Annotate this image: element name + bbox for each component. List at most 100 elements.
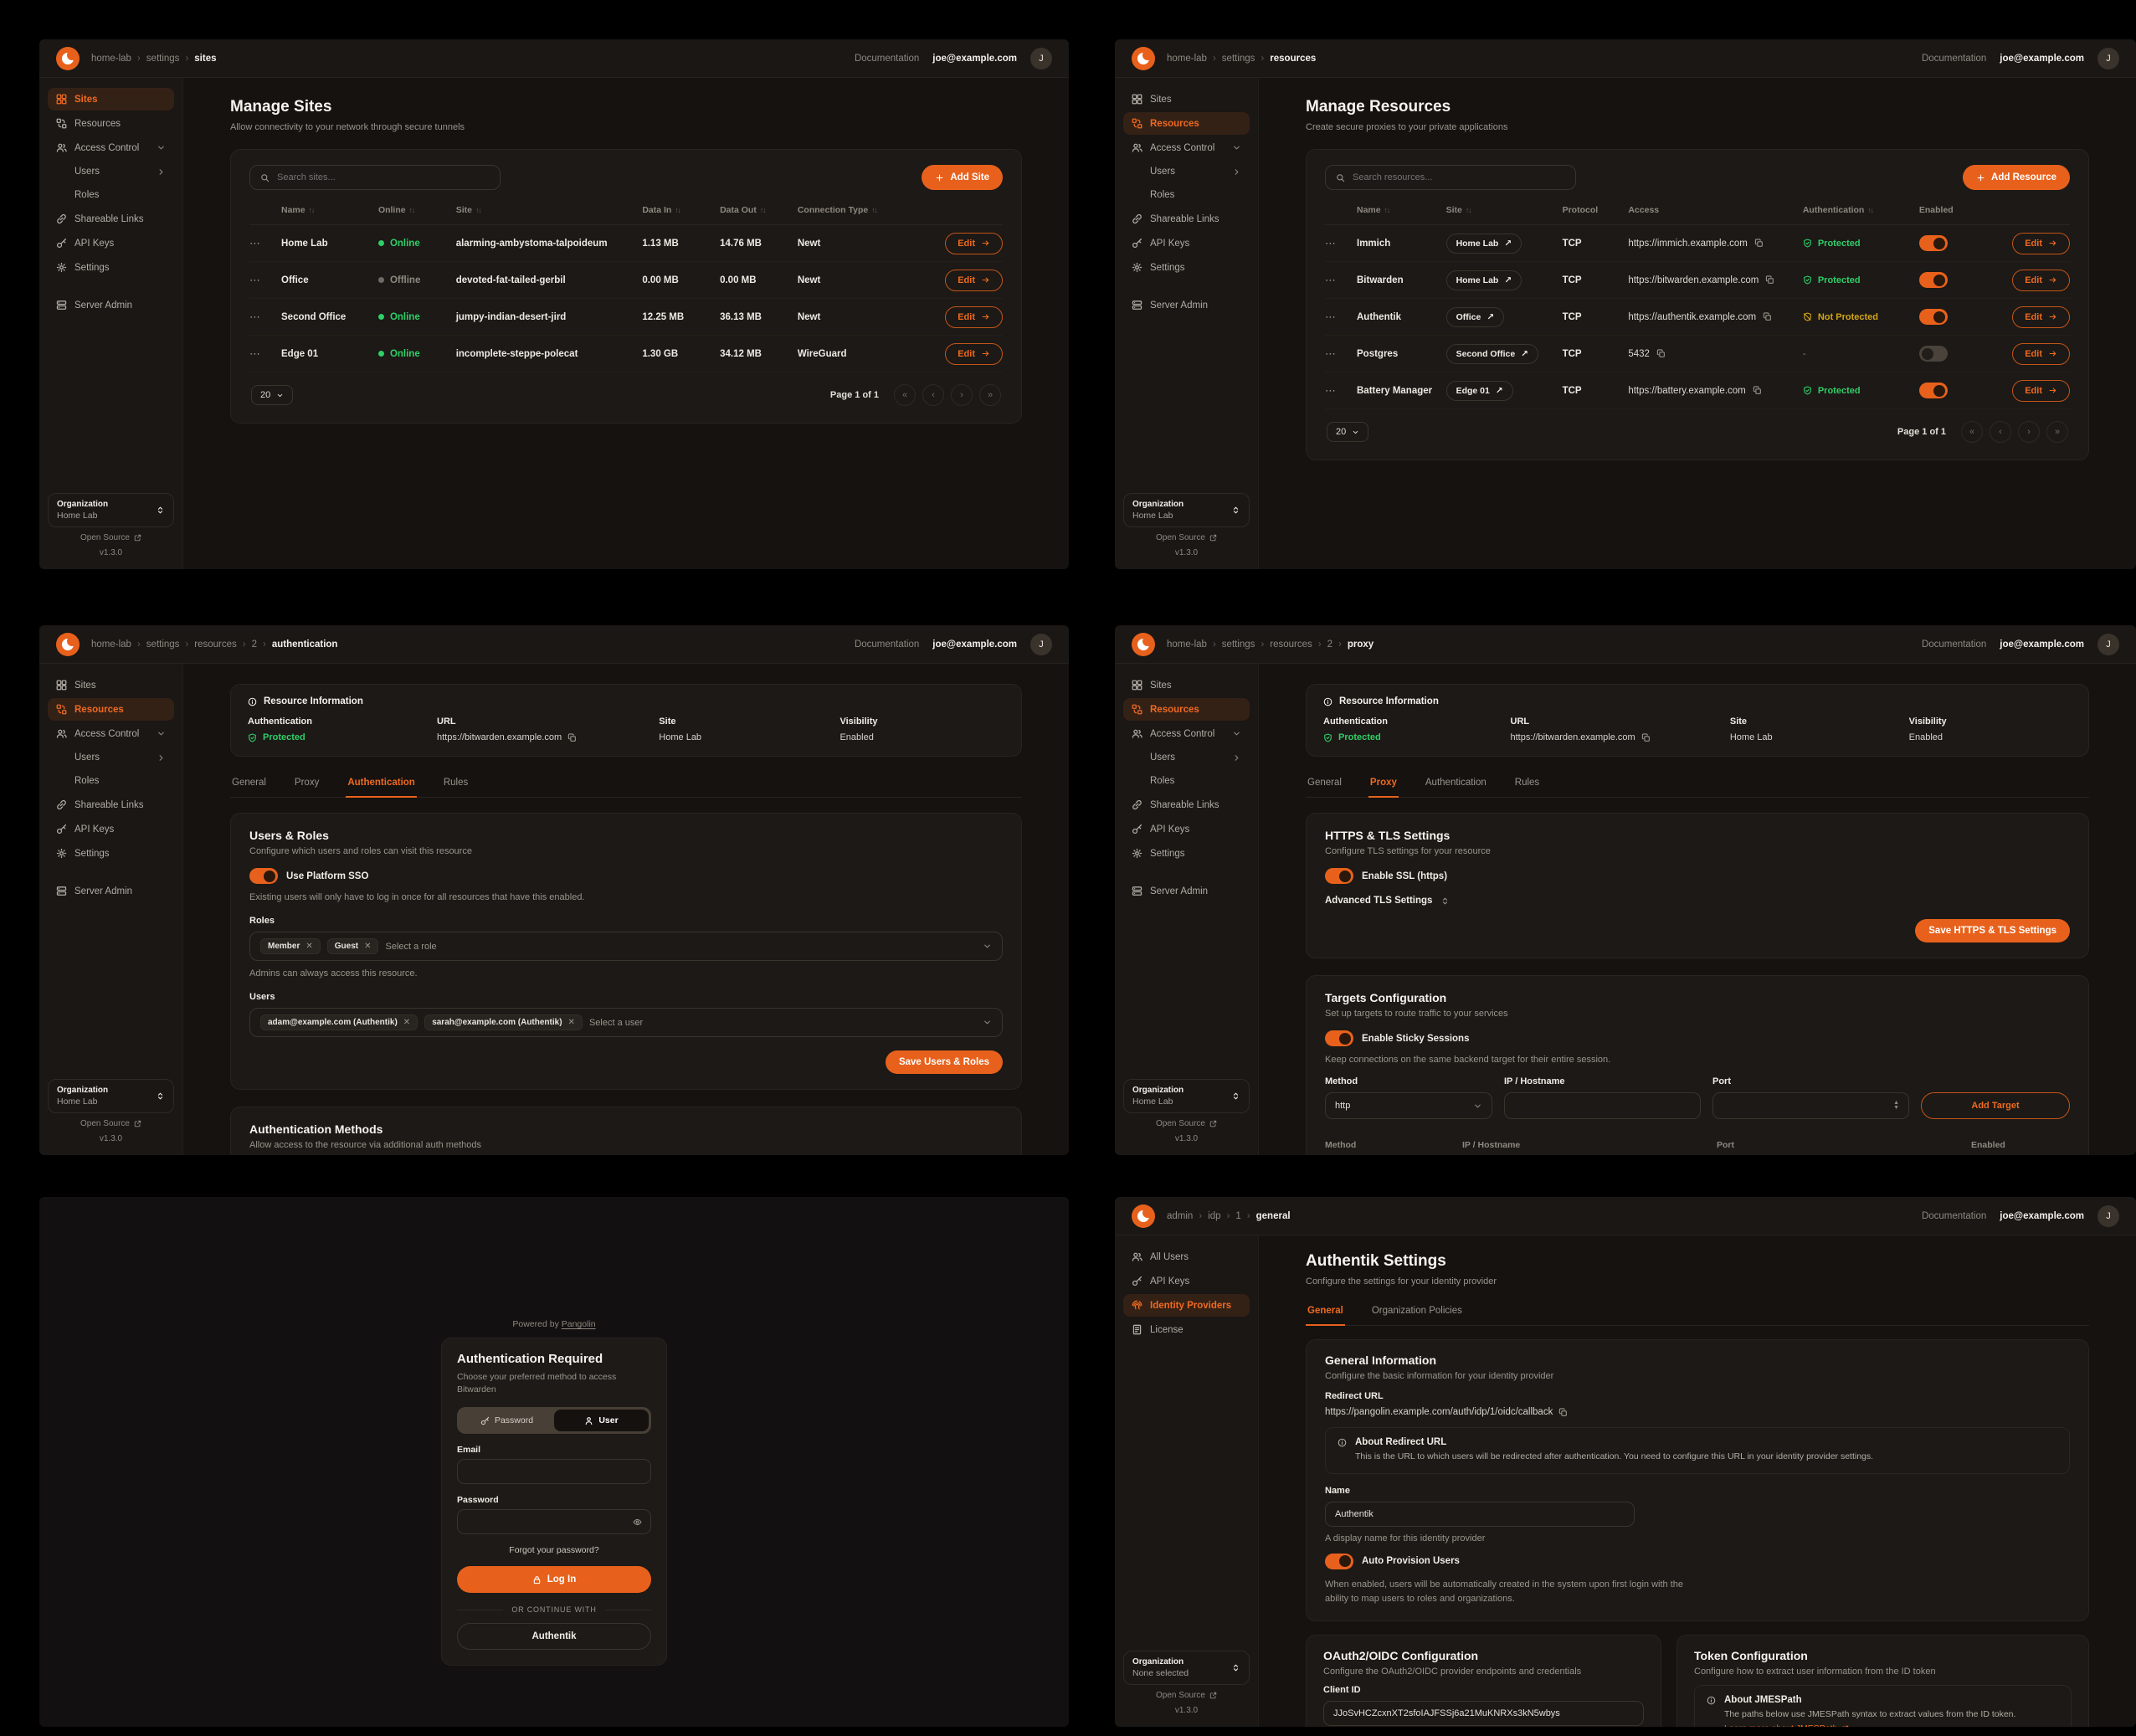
breadcrumb-item[interactable]: settings — [146, 54, 188, 64]
edit-button[interactable]: Edit — [945, 269, 1003, 291]
tab-rules[interactable]: Rules — [1514, 778, 1540, 788]
breadcrumb-item[interactable]: 1 — [1235, 1211, 1250, 1221]
tab-user[interactable]: User — [554, 1410, 649, 1432]
col-authentication[interactable]: Authentication ↑↓ — [1802, 204, 1874, 215]
organization-selector[interactable]: Organization Home Lab — [1123, 493, 1250, 527]
breadcrumb-item[interactable]: settings — [1222, 639, 1264, 650]
sidebar-item-settings[interactable]: Settings — [48, 842, 174, 865]
avatar[interactable]: J — [2097, 47, 2119, 69]
sticky-sessions-toggle[interactable] — [1325, 1030, 1353, 1046]
redirect-url-value[interactable]: https://pangolin.example.com/auth/idp/1/… — [1325, 1407, 1553, 1417]
sidebar-item-api-keys[interactable]: API Keys — [48, 818, 174, 840]
open-source-link[interactable]: Open Source — [80, 1119, 141, 1128]
save-users-roles-button[interactable]: Save Users & Roles — [885, 1050, 1003, 1074]
sidebar-item-license[interactable]: License — [1123, 1318, 1250, 1341]
rows-per-page-select[interactable]: 20 — [1327, 422, 1369, 442]
row-menu-button[interactable]: ⋯ — [1325, 236, 1337, 249]
col-site[interactable]: Site ↑↓ — [1445, 204, 1472, 215]
sidebar-item-sites[interactable]: Sites — [1123, 674, 1250, 696]
site-chip[interactable]: Second Office ↗ — [1445, 343, 1538, 364]
col-site[interactable]: Site ↑↓ — [455, 204, 482, 215]
edit-button[interactable]: Edit — [2012, 232, 2070, 254]
sidebar-item-users[interactable]: Users — [1123, 161, 1250, 182]
enable-ssl-toggle[interactable] — [1325, 868, 1353, 884]
search-input[interactable] — [1353, 172, 1565, 182]
tab-organization-policies[interactable]: Organization Policies — [1371, 1306, 1462, 1316]
copy-icon[interactable] — [1753, 386, 1762, 395]
remove-chip-icon[interactable]: ✕ — [567, 1018, 575, 1027]
user-email[interactable]: joe@example.com — [2000, 639, 2084, 650]
col-connection-type[interactable]: Connection Type ↑↓ — [797, 204, 878, 215]
method-select[interactable]: http — [1325, 1092, 1492, 1119]
user-chip[interactable]: sarah@example.com (Authentik) ✕ — [424, 1014, 583, 1030]
tab-proxy[interactable]: Proxy — [1368, 770, 1399, 798]
search-input[interactable] — [277, 172, 490, 182]
next-page-button[interactable]: › — [951, 384, 973, 406]
sidebar-item-api-keys[interactable]: API Keys — [48, 232, 174, 254]
organization-selector[interactable]: Organization None selected — [1123, 1651, 1250, 1685]
breadcrumb-item[interactable]: resources — [194, 639, 245, 650]
sidebar-item-sites[interactable]: Sites — [48, 674, 174, 696]
tab-general[interactable]: General — [1307, 778, 1342, 788]
sidebar-item-settings[interactable]: Settings — [1123, 842, 1250, 865]
copy-icon[interactable] — [1765, 275, 1774, 285]
sidebar-item-roles[interactable]: Roles — [48, 184, 174, 206]
copy-icon[interactable] — [567, 733, 577, 742]
sidebar-item-shareable-links[interactable]: Shareable Links — [48, 794, 174, 816]
log-in-button[interactable]: Log In — [457, 1566, 651, 1594]
avatar[interactable]: J — [1030, 47, 1052, 69]
avatar[interactable]: J — [1030, 633, 1052, 655]
tab-authentication[interactable]: Authentication — [346, 770, 417, 798]
sidebar-item-server-admin[interactable]: Server Admin — [1123, 880, 1250, 902]
access-port[interactable]: 5432 — [1628, 348, 1650, 359]
resource-url[interactable]: https://bitwarden.example.com — [437, 732, 562, 742]
open-source-link[interactable]: Open Source — [1156, 1119, 1217, 1128]
tab-proxy[interactable]: Proxy — [294, 778, 320, 788]
copy-icon[interactable] — [1641, 733, 1651, 742]
sidebar-item-resources[interactable]: Resources — [48, 698, 174, 721]
next-page-button[interactable]: › — [2018, 421, 2040, 443]
enabled-toggle[interactable] — [1918, 272, 1948, 288]
breadcrumb-item[interactable]: resources — [1270, 639, 1321, 650]
sidebar-item-shareable-links[interactable]: Shareable Links — [1123, 794, 1250, 816]
name-input[interactable] — [1335, 1508, 1625, 1519]
enabled-toggle[interactable] — [1918, 383, 1948, 398]
sidebar-item-resources[interactable]: Resources — [1123, 112, 1250, 135]
sidebar-item-server-admin[interactable]: Server Admin — [48, 880, 174, 902]
sidebar-item-api-keys[interactable]: API Keys — [1123, 818, 1250, 840]
roles-select[interactable]: Member ✕ Guest ✕ Select a role — [249, 932, 1003, 961]
email-field[interactable] — [457, 1459, 651, 1485]
ip-hostname-input[interactable] — [1504, 1092, 1701, 1119]
documentation-link[interactable]: Documentation — [1921, 1210, 1987, 1221]
role-chip[interactable]: Guest ✕ — [326, 938, 379, 954]
pangolin-link[interactable]: Pangolin — [561, 1319, 596, 1329]
organization-selector[interactable]: Organization Home Lab — [48, 493, 174, 527]
edit-button[interactable]: Edit — [2012, 379, 2070, 402]
tab-authentication[interactable]: Authentication — [1425, 778, 1486, 788]
users-select[interactable]: adam@example.com (Authentik) ✕ sarah@exam… — [249, 1008, 1003, 1037]
client-id-input[interactable] — [1333, 1708, 1634, 1718]
role-chip[interactable]: Member ✕ — [260, 938, 321, 954]
site-chip[interactable]: Home Lab ↗ — [1445, 233, 1522, 254]
documentation-link[interactable]: Documentation — [854, 53, 920, 64]
breadcrumb-item[interactable]: home-lab — [1167, 639, 1216, 650]
pangolin-logo-icon[interactable] — [56, 632, 80, 656]
sidebar-item-access-control[interactable]: Access Control — [48, 722, 174, 745]
sidebar-item-api-keys[interactable]: API Keys — [1123, 1270, 1250, 1292]
enabled-toggle[interactable] — [1918, 235, 1948, 251]
documentation-link[interactable]: Documentation — [1921, 639, 1987, 650]
tab-general[interactable]: General — [1306, 1298, 1345, 1326]
auto-provision-toggle[interactable] — [1325, 1553, 1353, 1569]
organization-selector[interactable]: Organization Home Lab — [1123, 1079, 1250, 1113]
save-https-tls-button[interactable]: Save HTTPS & TLS Settings — [1915, 919, 2070, 942]
user-email[interactable]: joe@example.com — [2000, 1210, 2084, 1221]
avatar[interactable]: J — [2097, 1204, 2119, 1227]
col-name[interactable]: Name ↑↓ — [1357, 204, 1390, 215]
first-page-button[interactable]: « — [1961, 421, 1983, 443]
documentation-link[interactable]: Documentation — [854, 639, 920, 650]
site-chip[interactable]: Edge 01 ↗ — [1445, 380, 1513, 401]
remove-chip-icon[interactable]: ✕ — [364, 942, 372, 951]
breadcrumb-item[interactable]: 2 — [1327, 639, 1342, 650]
remove-chip-icon[interactable]: ✕ — [306, 942, 313, 951]
sidebar-item-settings[interactable]: Settings — [1123, 256, 1250, 279]
